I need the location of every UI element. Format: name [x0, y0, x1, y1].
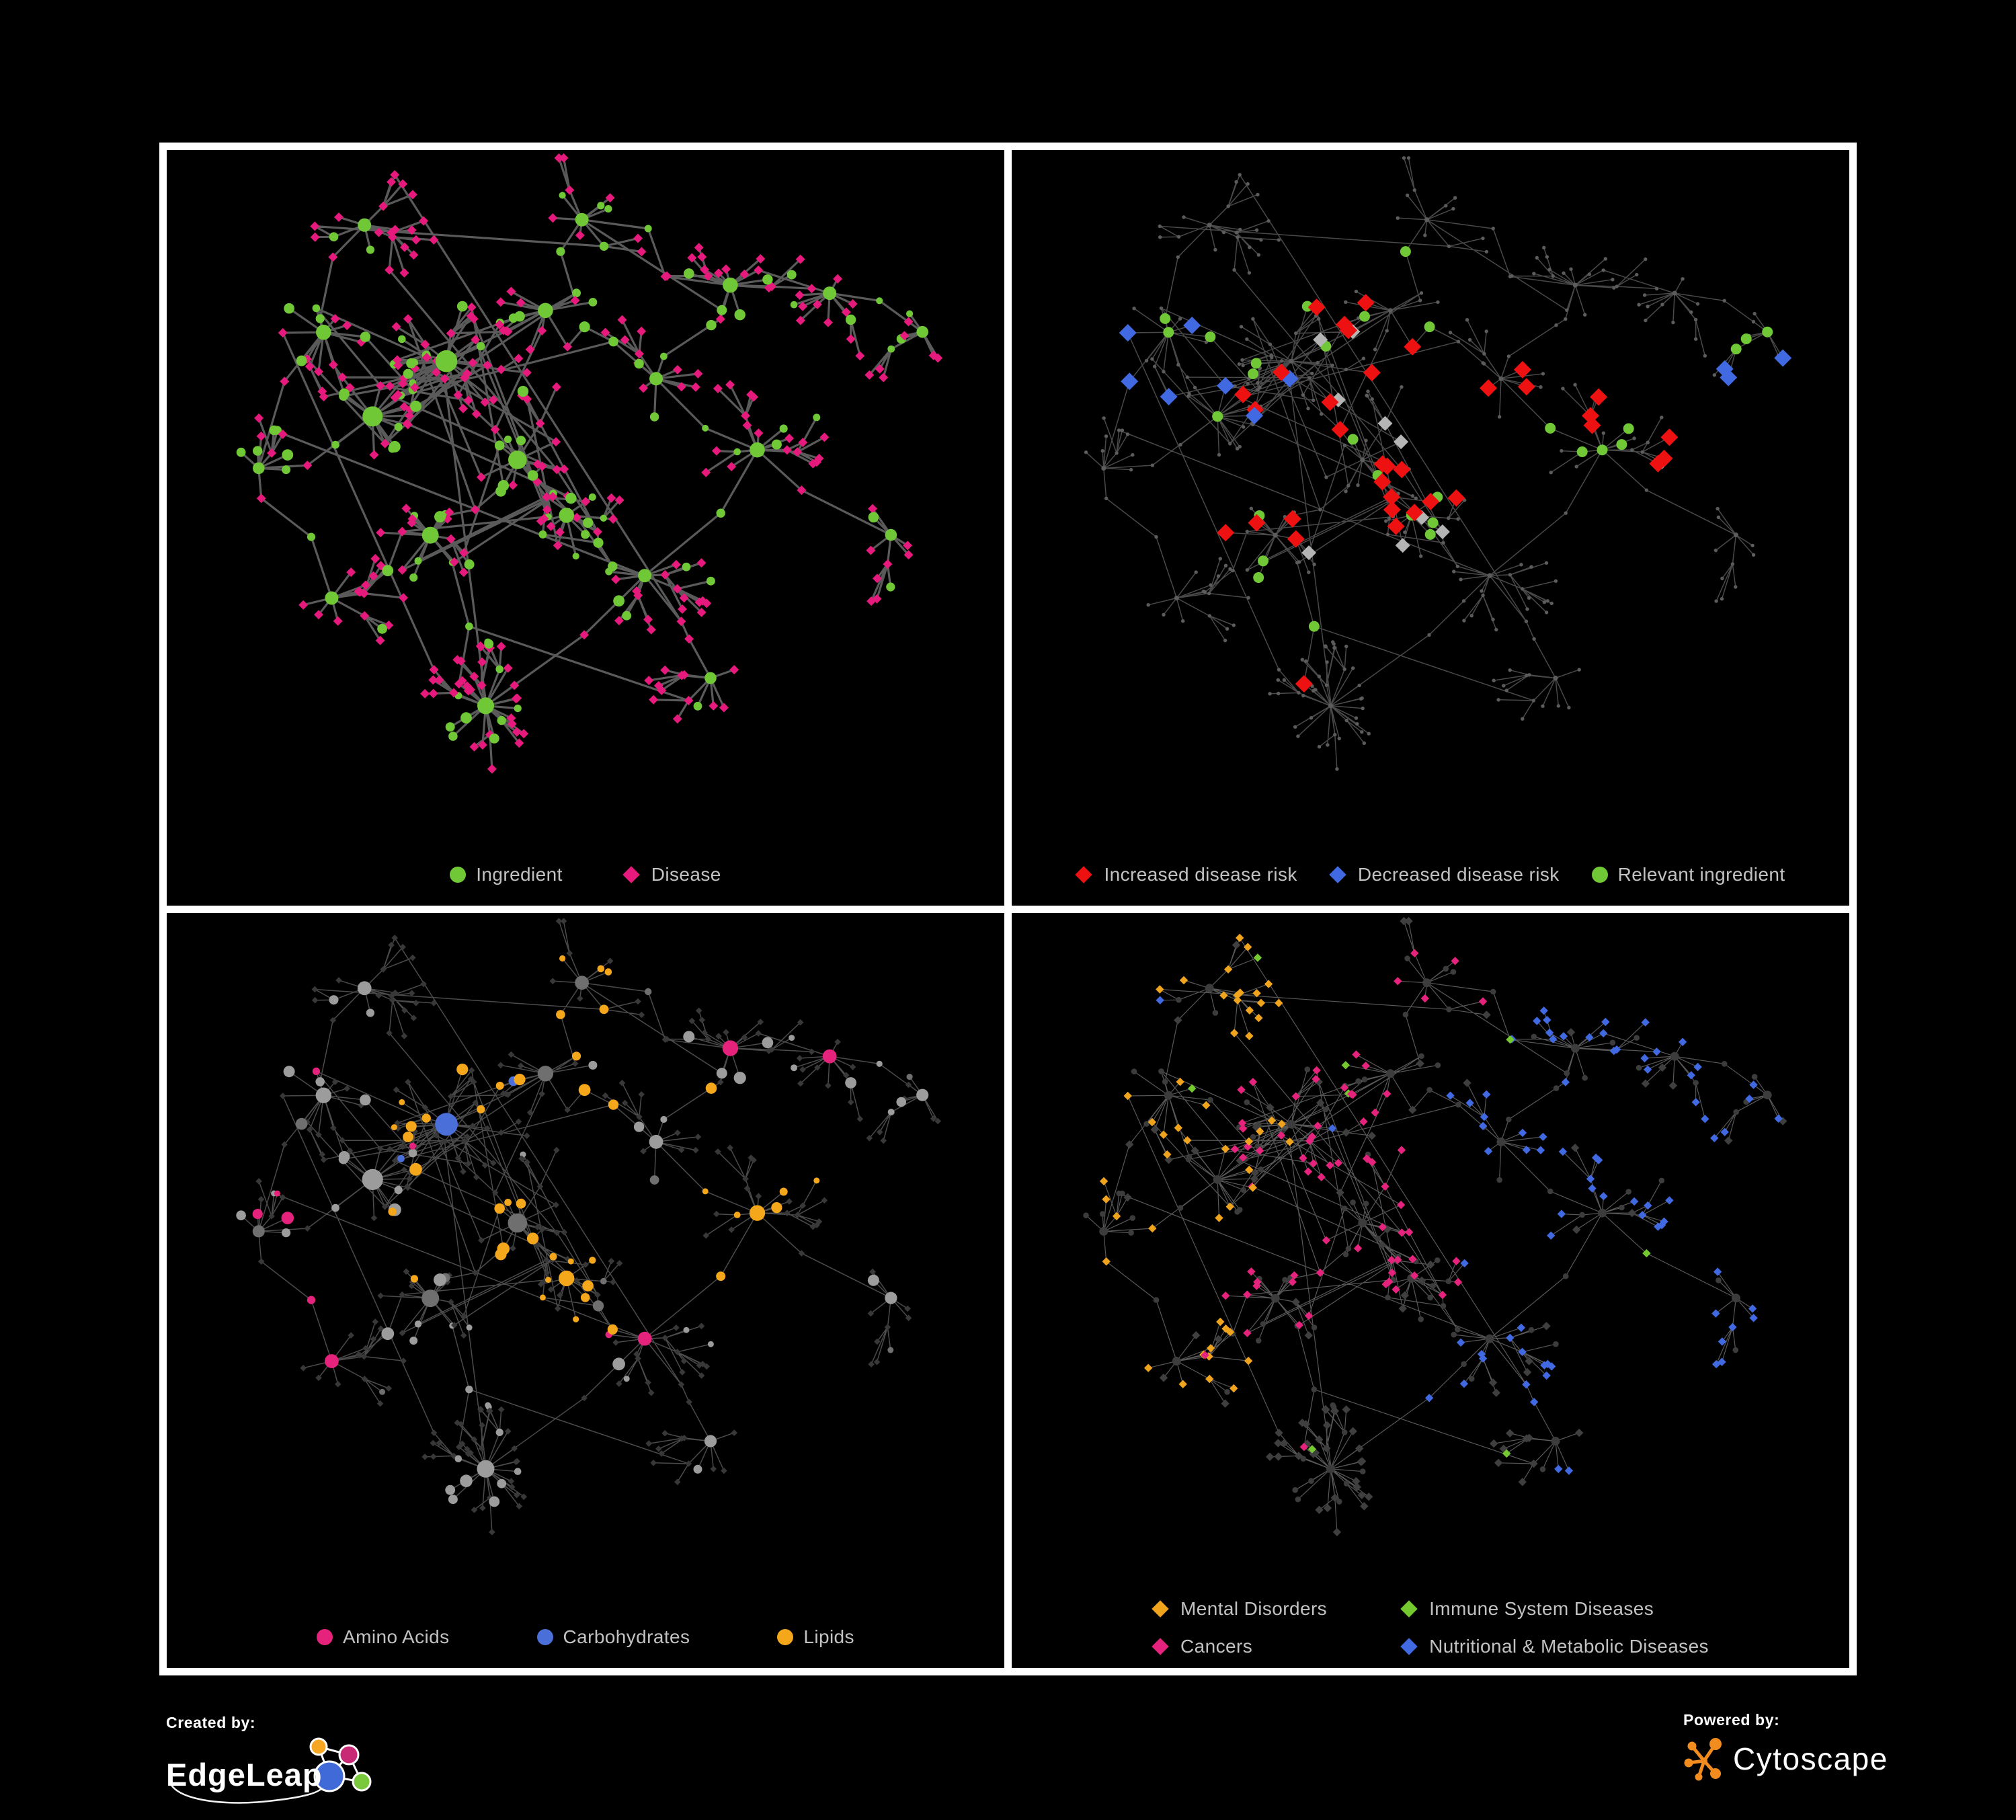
legend-disease-risk: Increased disease risk Decreased disease… — [1012, 864, 1849, 885]
relevant-ingredient-swatch-icon — [1591, 866, 1608, 883]
cytoscape-wordmark: Cytoscape — [1733, 1741, 1888, 1776]
legend-disease-categories: Mental Disorders Immune System Diseases … — [1012, 1598, 1849, 1657]
legend-label: Immune System Diseases — [1429, 1598, 1654, 1619]
legend-item: Ingredient — [450, 864, 563, 885]
increased-risk-swatch-icon — [1075, 865, 1093, 883]
legend-label: Disease — [651, 863, 721, 885]
powered-by-label: Powered by: — [1683, 1711, 1780, 1729]
disease-swatch-icon — [622, 865, 640, 883]
cytoscape-credit: Powered by: Cytoscape — [1683, 1711, 1888, 1783]
carbohydrates-swatch-icon — [536, 1629, 553, 1645]
legend-item: Nutritional & Metabolic Diseases — [1400, 1636, 1709, 1657]
panel-disease-risk: Increased disease risk Decreased disease… — [1012, 150, 1849, 906]
legend-label: Relevant ingredient — [1617, 863, 1785, 885]
legend-item: Increased disease risk — [1075, 863, 1297, 885]
nutrient-classes-network — [236, 917, 941, 1536]
legend-label: Cancers — [1180, 1636, 1253, 1657]
legend-label: Amino Acids — [343, 1626, 450, 1647]
legend-label: Ingredient — [476, 863, 563, 885]
legend-label: Increased disease risk — [1104, 863, 1297, 885]
legend-item: Decreased disease risk — [1329, 863, 1560, 885]
panel-nutrient-classes: Amino Acids Carbohydrates Lipids — [167, 912, 1004, 1668]
panel-grid: Ingredient Disease Increased disease ris… — [159, 143, 1857, 1675]
edgeleap-credit: Created by: EdgeLeap — [166, 1714, 395, 1811]
mental-disorders-swatch-icon — [1152, 1600, 1169, 1618]
legend-label: Nutritional & Metabolic Diseases — [1429, 1636, 1709, 1657]
edgeleap-network-icon — [309, 1737, 372, 1792]
amino-acids-swatch-icon — [317, 1629, 333, 1645]
ingredient-swatch-icon — [450, 866, 467, 883]
legend-label: Mental Disorders — [1180, 1598, 1328, 1619]
legend-item: Disease — [622, 863, 721, 885]
lipids-swatch-icon — [777, 1629, 794, 1645]
disease-categories-network — [1083, 916, 1787, 1536]
decreased-risk-swatch-icon — [1329, 865, 1346, 883]
edgeleap-wordmark: EdgeLeap — [166, 1757, 323, 1792]
legend-ingredient-disease: Ingredient Disease — [167, 864, 1004, 885]
legend-item: Relevant ingredient — [1591, 863, 1785, 885]
immune-system-diseases-swatch-icon — [1400, 1600, 1418, 1618]
cytoscape-icon — [1684, 1738, 1722, 1781]
created-by-label: Created by: — [166, 1714, 256, 1731]
legend-item: Immune System Diseases — [1400, 1598, 1709, 1620]
panel-ingredient-disease: Ingredient Disease — [167, 150, 1004, 906]
legend-item: Lipids — [777, 1626, 854, 1648]
legend-label: Lipids — [803, 1626, 854, 1647]
legend-label: Carbohydrates — [563, 1626, 690, 1647]
panel-disease-categories: Mental Disorders Immune System Diseases … — [1012, 912, 1849, 1668]
cytoscape-logo-row: Cytoscape — [1683, 1735, 1888, 1783]
legend-label: Decreased disease risk — [1357, 863, 1560, 885]
edgeleap-logo: EdgeLeap — [166, 1737, 372, 1804]
ingredient-disease-network — [236, 153, 943, 774]
cancers-swatch-icon — [1152, 1638, 1169, 1655]
legend-item: Mental Disorders — [1152, 1598, 1327, 1620]
legend-item: Amino Acids — [317, 1626, 449, 1648]
nutritional-metabolic-swatch-icon — [1400, 1638, 1418, 1655]
disease-risk-network — [1084, 156, 1792, 771]
legend-nutrient-classes: Amino Acids Carbohydrates Lipids — [167, 1626, 1004, 1648]
edgeleap-swoosh — [168, 1770, 325, 1804]
legend-item: Carbohydrates — [536, 1626, 690, 1648]
legend-item: Cancers — [1152, 1636, 1327, 1657]
